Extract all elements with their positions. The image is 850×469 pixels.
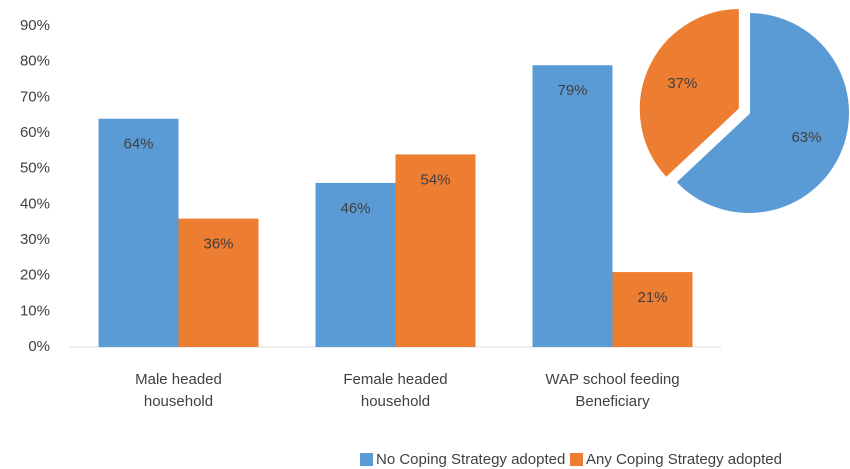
data-label: 79% [557, 82, 587, 99]
legend-label: Any Coping Strategy adopted [586, 451, 782, 468]
bar [532, 65, 613, 347]
legend-swatch [570, 453, 583, 466]
bar [612, 272, 693, 347]
y-tick-label: 0% [28, 338, 50, 355]
x-tick-label: Male headed household [135, 371, 222, 410]
pie-slice [637, 7, 741, 180]
y-tick-label: 60% [20, 124, 50, 141]
data-label: 64% [123, 136, 153, 153]
data-label: 46% [340, 200, 370, 217]
data-label: 63% [791, 129, 821, 146]
bar [315, 182, 396, 347]
legend-swatch [360, 453, 373, 466]
pie-slice [673, 10, 850, 215]
y-tick-label: 10% [20, 302, 50, 319]
y-tick-label: 70% [20, 88, 50, 105]
bar [395, 154, 476, 347]
y-tick-label: 40% [20, 195, 50, 212]
y-tick-label: 20% [20, 267, 50, 284]
legend-label: No Coping Strategy adopted [376, 451, 565, 468]
bar [98, 118, 179, 347]
data-label: 21% [637, 289, 667, 306]
y-tick-label: 80% [20, 53, 50, 70]
y-tick-label: 30% [20, 231, 50, 248]
y-tick-label: 50% [20, 160, 50, 177]
x-tick-label: Female headed household [343, 371, 448, 410]
data-label: 36% [203, 236, 233, 253]
x-tick-label: WAP school feeding Beneficiary [545, 371, 680, 410]
data-label: 54% [420, 171, 450, 188]
data-label: 37% [667, 75, 697, 92]
y-tick-label: 90% [20, 17, 50, 34]
bar [178, 218, 259, 347]
